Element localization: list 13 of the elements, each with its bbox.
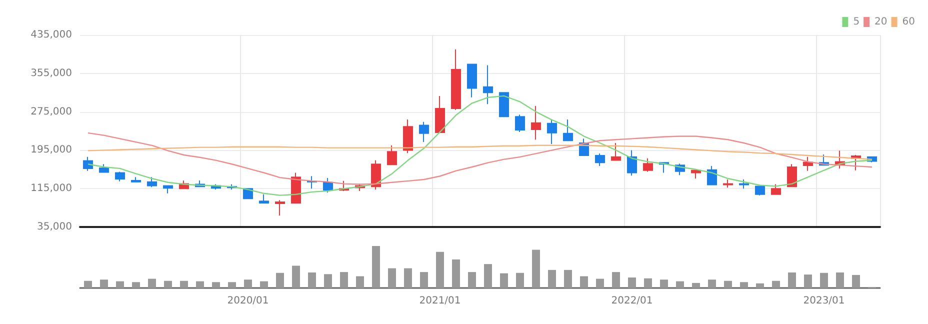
y-tick-label: 275,000 [30,106,72,118]
x-tick-label: 2020/01 [227,296,269,306]
legend-label: 60 [902,16,916,28]
x-tick-label: 2021/01 [419,296,461,306]
y-tick-label: 355,000 [30,68,72,79]
legend-label: 5 [853,16,860,28]
y-tick-label: 35,000 [37,222,72,232]
y-tick-label: 115,000 [30,183,72,194]
x-tick-label: 2022/01 [611,296,653,306]
legend-label: 20 [874,16,888,28]
y-tick-label: 195,000 [30,144,72,156]
y-tick-label: 435,000 [30,30,72,40]
x-tick-label: 2023/01 [803,296,845,306]
